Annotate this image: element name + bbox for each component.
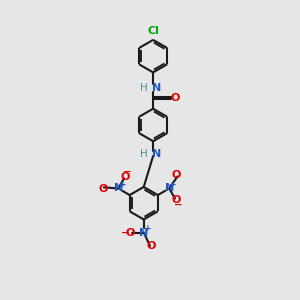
Text: O: O xyxy=(98,184,108,194)
Text: +: + xyxy=(169,180,177,189)
Text: +: + xyxy=(144,224,152,233)
Text: H: H xyxy=(140,149,148,159)
Text: O: O xyxy=(171,93,180,103)
Text: H: H xyxy=(140,83,148,93)
Text: −: − xyxy=(121,228,129,238)
Text: N: N xyxy=(152,149,161,159)
Text: N: N xyxy=(114,184,123,194)
Text: N: N xyxy=(152,83,161,93)
Text: O: O xyxy=(126,228,135,238)
Text: −: − xyxy=(174,200,183,210)
Text: −: − xyxy=(123,167,132,177)
Text: N: N xyxy=(165,184,174,194)
Text: +: + xyxy=(118,180,126,189)
Text: O: O xyxy=(171,195,181,205)
Text: O: O xyxy=(120,172,130,182)
Text: Cl: Cl xyxy=(147,26,159,36)
Text: O: O xyxy=(147,241,156,251)
Text: N: N xyxy=(139,228,148,238)
Text: O: O xyxy=(172,170,182,180)
